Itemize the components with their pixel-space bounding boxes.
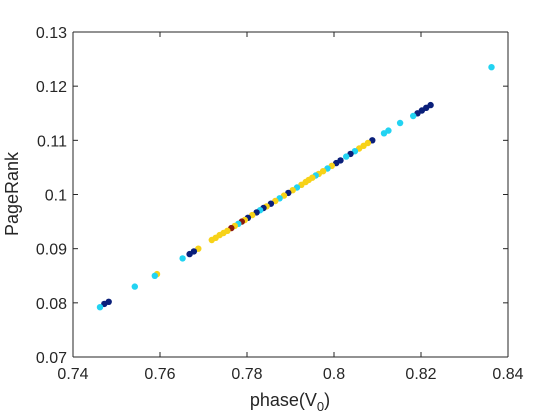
y-axis-label: PageRank bbox=[2, 151, 22, 236]
data-point bbox=[96, 304, 104, 311]
y-tick-label: 0.1 bbox=[45, 188, 67, 205]
data-point bbox=[151, 272, 158, 279]
x-tick-label: 0.8 bbox=[323, 366, 345, 383]
data-point bbox=[488, 63, 495, 71]
y-tick-label: 0.12 bbox=[36, 79, 67, 96]
y-tick-label: 0.11 bbox=[37, 133, 67, 150]
y-tick-label: 0.07 bbox=[36, 350, 67, 367]
x-tick-label: 0.82 bbox=[405, 366, 436, 383]
y-ticks: 0.07 0.08 0.09 0.1 0.11 0.12 0.13 bbox=[36, 25, 508, 367]
data-point bbox=[186, 250, 193, 258]
data-point bbox=[179, 255, 186, 262]
x-axis-label: phase(V0) bbox=[250, 390, 330, 414]
y-tick-label: 0.13 bbox=[36, 25, 67, 42]
data-point bbox=[410, 112, 417, 120]
x-tick-label: 0.74 bbox=[57, 366, 88, 383]
data-points bbox=[96, 63, 495, 311]
y-tick-label: 0.08 bbox=[36, 296, 67, 313]
data-point bbox=[380, 130, 388, 137]
data-point bbox=[131, 283, 138, 290]
data-point bbox=[396, 119, 404, 127]
x-ticks: 0.74 0.76 0.78 0.8 0.82 0.84 bbox=[57, 32, 524, 383]
x-tick-label: 0.76 bbox=[144, 366, 175, 383]
x-tick-label: 0.78 bbox=[231, 366, 262, 383]
y-tick-label: 0.09 bbox=[36, 242, 67, 259]
data-point bbox=[343, 153, 350, 160]
x-tick-label: 0.84 bbox=[492, 366, 523, 383]
data-point bbox=[208, 236, 215, 244]
